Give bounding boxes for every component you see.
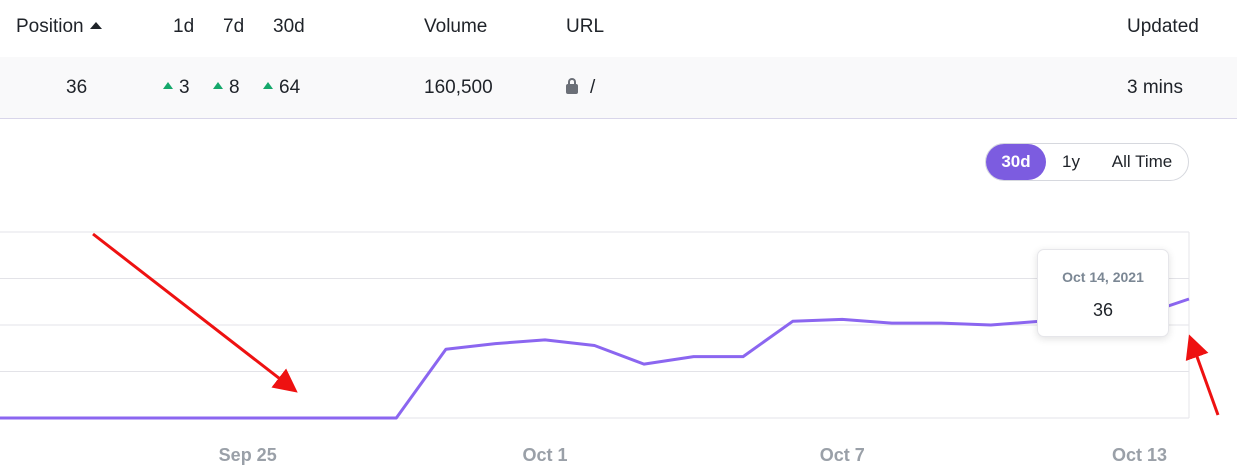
x-axis-ticks: Sep 25 Oct 1 Oct 7 Oct 13	[219, 445, 1167, 465]
annotation-arrow-left	[92, 232, 298, 393]
volume-header: Volume	[424, 16, 488, 37]
arrow-up-icon	[263, 82, 273, 89]
change-1d: 3	[163, 77, 190, 99]
x-tick-label: Oct 13	[1112, 445, 1167, 465]
tooltip-date: Oct 14, 2021	[1062, 269, 1144, 285]
x-tick-label: Sep 25	[219, 445, 277, 465]
range-30d-button[interactable]: 30d	[986, 144, 1046, 180]
chart-tooltip: Oct 14, 2021 36	[1037, 249, 1169, 337]
volume-value: 160,500	[424, 77, 493, 98]
1d-header: 1d	[173, 16, 195, 37]
annotation-arrow-right	[1185, 334, 1220, 416]
position-value: 36	[66, 77, 88, 98]
table-header: Position 1d 7d 30d Volume URL Updated	[0, 0, 1237, 56]
30d-header: 30d	[273, 16, 305, 37]
chart-gridlines	[0, 231, 1189, 419]
range-all-time-button[interactable]: All Time	[1111, 152, 1173, 171]
range-selector: 30d 1y All Time	[985, 143, 1189, 181]
7d-header: 7d	[223, 16, 245, 37]
lock-icon	[566, 78, 578, 94]
change-30d: 64	[263, 77, 300, 99]
range-1y-button[interactable]: 1y	[1062, 152, 1080, 171]
updated-header: Updated	[1127, 16, 1199, 37]
arrow-up-icon	[163, 82, 173, 89]
change-7d: 8	[213, 77, 240, 99]
updated-value: 3 mins	[1127, 77, 1183, 98]
url-header: URL	[566, 16, 605, 37]
x-tick-label: Oct 7	[820, 445, 865, 465]
position-header[interactable]: Position	[16, 16, 102, 38]
series-line	[0, 297, 1190, 420]
arrow-up-icon	[213, 82, 223, 89]
tooltip-value: 36	[1092, 300, 1114, 320]
x-tick-label: Oct 1	[522, 445, 567, 465]
table-row[interactable]: 36 3 8 64 160,500 / 3 mins	[0, 57, 1237, 119]
url-link[interactable]: /	[590, 77, 596, 98]
url-cell[interactable]: /	[566, 77, 595, 99]
sort-ascending-icon	[89, 22, 102, 29]
